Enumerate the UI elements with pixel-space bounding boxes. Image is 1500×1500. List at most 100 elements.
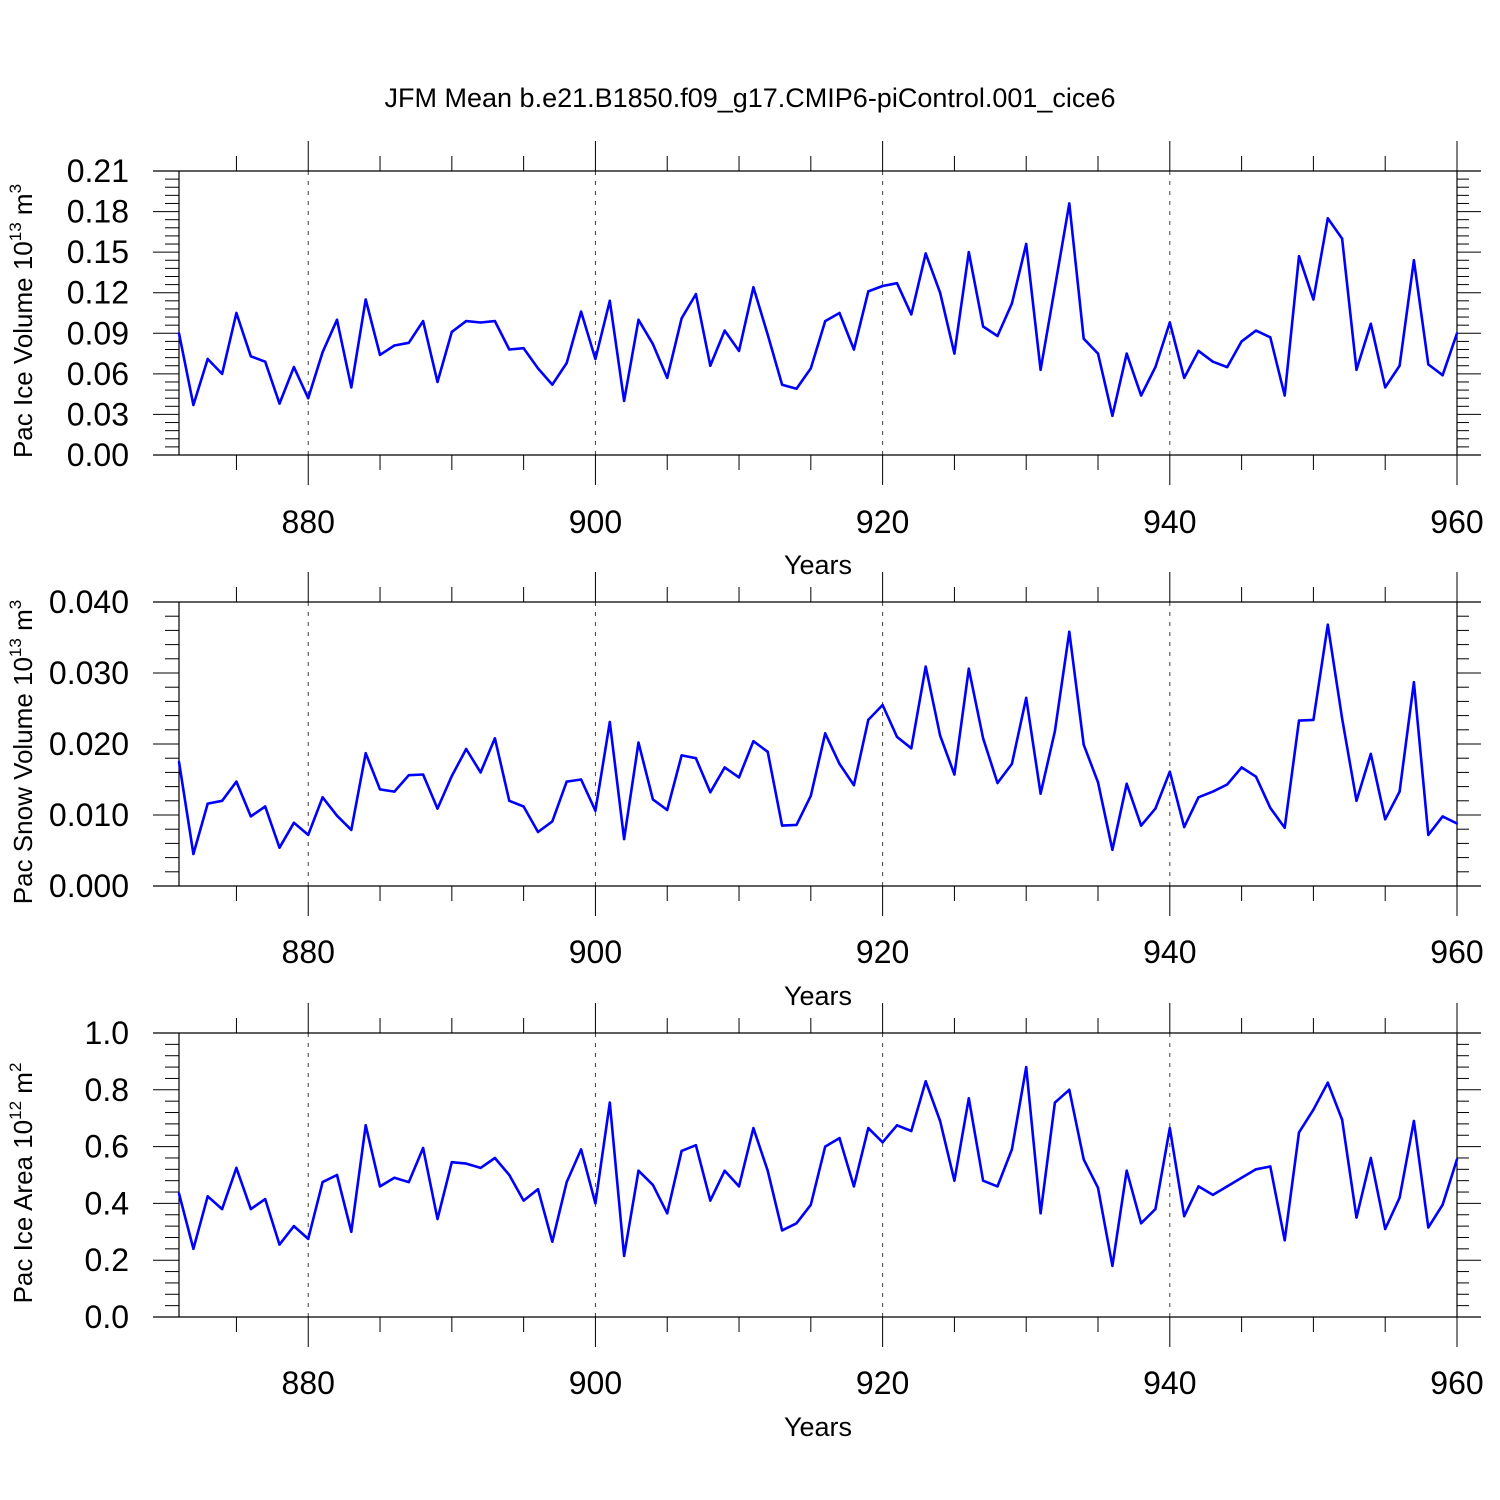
data-point (867, 718, 870, 722)
data-point (809, 794, 813, 798)
y-axis-label: Pac Ice Area 1012 m2 (6, 1063, 38, 1304)
data-point (321, 1180, 324, 1184)
data-point (235, 780, 238, 783)
data-point (1283, 394, 1286, 397)
data-point (1269, 1165, 1272, 1168)
x-tick-label: 880 (282, 934, 335, 970)
data-point (479, 771, 482, 774)
data-point (1340, 1118, 1344, 1121)
x-axis-label: Years (784, 1412, 852, 1442)
data-point (766, 1169, 769, 1172)
data-point (1384, 386, 1387, 389)
data-point (479, 1166, 482, 1170)
data-point (522, 805, 525, 808)
data-point (852, 783, 856, 787)
data-point (709, 791, 712, 794)
data-point (910, 747, 913, 750)
data-point (436, 1217, 439, 1221)
y-tick-label: 0.000 (49, 868, 129, 904)
data-point (981, 737, 985, 740)
data-point (1211, 1193, 1215, 1197)
y-tick-label: 0.09 (67, 315, 129, 351)
data-point (1039, 1212, 1042, 1215)
data-point (1025, 1065, 1028, 1069)
data-point (508, 348, 511, 351)
data-point (752, 286, 755, 289)
data-point (1240, 1176, 1243, 1180)
x-axis-label: Years (784, 981, 852, 1011)
y-label-text: m (8, 1072, 38, 1101)
data-point (780, 1229, 784, 1232)
data-point (981, 325, 985, 328)
data-point (1096, 352, 1100, 355)
data-point (1441, 1203, 1444, 1207)
data-point (1068, 202, 1071, 205)
data-point (536, 830, 540, 834)
x-tick-label: 960 (1430, 504, 1483, 540)
data-point (1441, 374, 1444, 377)
data-point (766, 750, 769, 754)
data-point (249, 355, 252, 358)
data-point (694, 757, 698, 760)
data-point (694, 1143, 698, 1147)
data-point (1340, 237, 1344, 240)
data-point (1139, 1222, 1143, 1225)
data-point (680, 317, 683, 320)
data-point (881, 1141, 884, 1144)
data-point (1312, 298, 1315, 301)
data-point (508, 1173, 511, 1177)
data-point (924, 1080, 927, 1083)
data-point (651, 1183, 655, 1187)
data-point (838, 762, 841, 766)
data-point (1398, 364, 1401, 367)
data-point (809, 367, 813, 370)
data-point (450, 1161, 454, 1164)
data-point (536, 1188, 540, 1191)
y-tick-label: 0.12 (67, 275, 129, 311)
data-point (1269, 806, 1272, 810)
data-point (421, 1146, 425, 1150)
data-point (1082, 337, 1085, 340)
x-tick-label: 920 (856, 934, 909, 970)
data-point (1010, 1148, 1014, 1151)
y-label-text: Pac Ice Area 10 (8, 1120, 38, 1304)
data-point (579, 778, 583, 781)
data-point (996, 334, 999, 338)
data-point (450, 330, 454, 334)
data-point (1455, 822, 1459, 825)
data-point (393, 790, 396, 793)
data-point (795, 823, 798, 827)
data-point (1254, 329, 1258, 332)
data-point (594, 1202, 597, 1205)
data-point (996, 781, 999, 785)
data-point (967, 1097, 970, 1100)
data-point (522, 346, 525, 350)
data-point (1355, 368, 1358, 371)
data-point (350, 1230, 353, 1234)
data-point (1398, 1196, 1401, 1199)
data-point (594, 357, 597, 361)
data-point (307, 833, 310, 837)
data-point (335, 318, 339, 321)
data-point (795, 1222, 798, 1225)
data-point (680, 754, 683, 757)
data-point (823, 319, 827, 323)
data-point (1312, 1108, 1315, 1111)
data-point (938, 734, 942, 737)
data-point (1412, 681, 1416, 684)
data-point (1398, 790, 1401, 793)
data-point (953, 773, 956, 776)
x-tick-label: 960 (1430, 1365, 1483, 1401)
data-point (1211, 790, 1215, 793)
data-point (1125, 352, 1128, 355)
data-point (436, 380, 439, 384)
y-tick-label: 0.020 (49, 726, 129, 762)
data-point (1111, 848, 1114, 851)
data-point (464, 1162, 468, 1165)
data-point (206, 802, 209, 805)
data-point (1355, 799, 1358, 802)
data-point (752, 1126, 755, 1130)
data-point (1125, 782, 1128, 785)
data-point (1326, 217, 1329, 220)
data-point (335, 1173, 339, 1177)
